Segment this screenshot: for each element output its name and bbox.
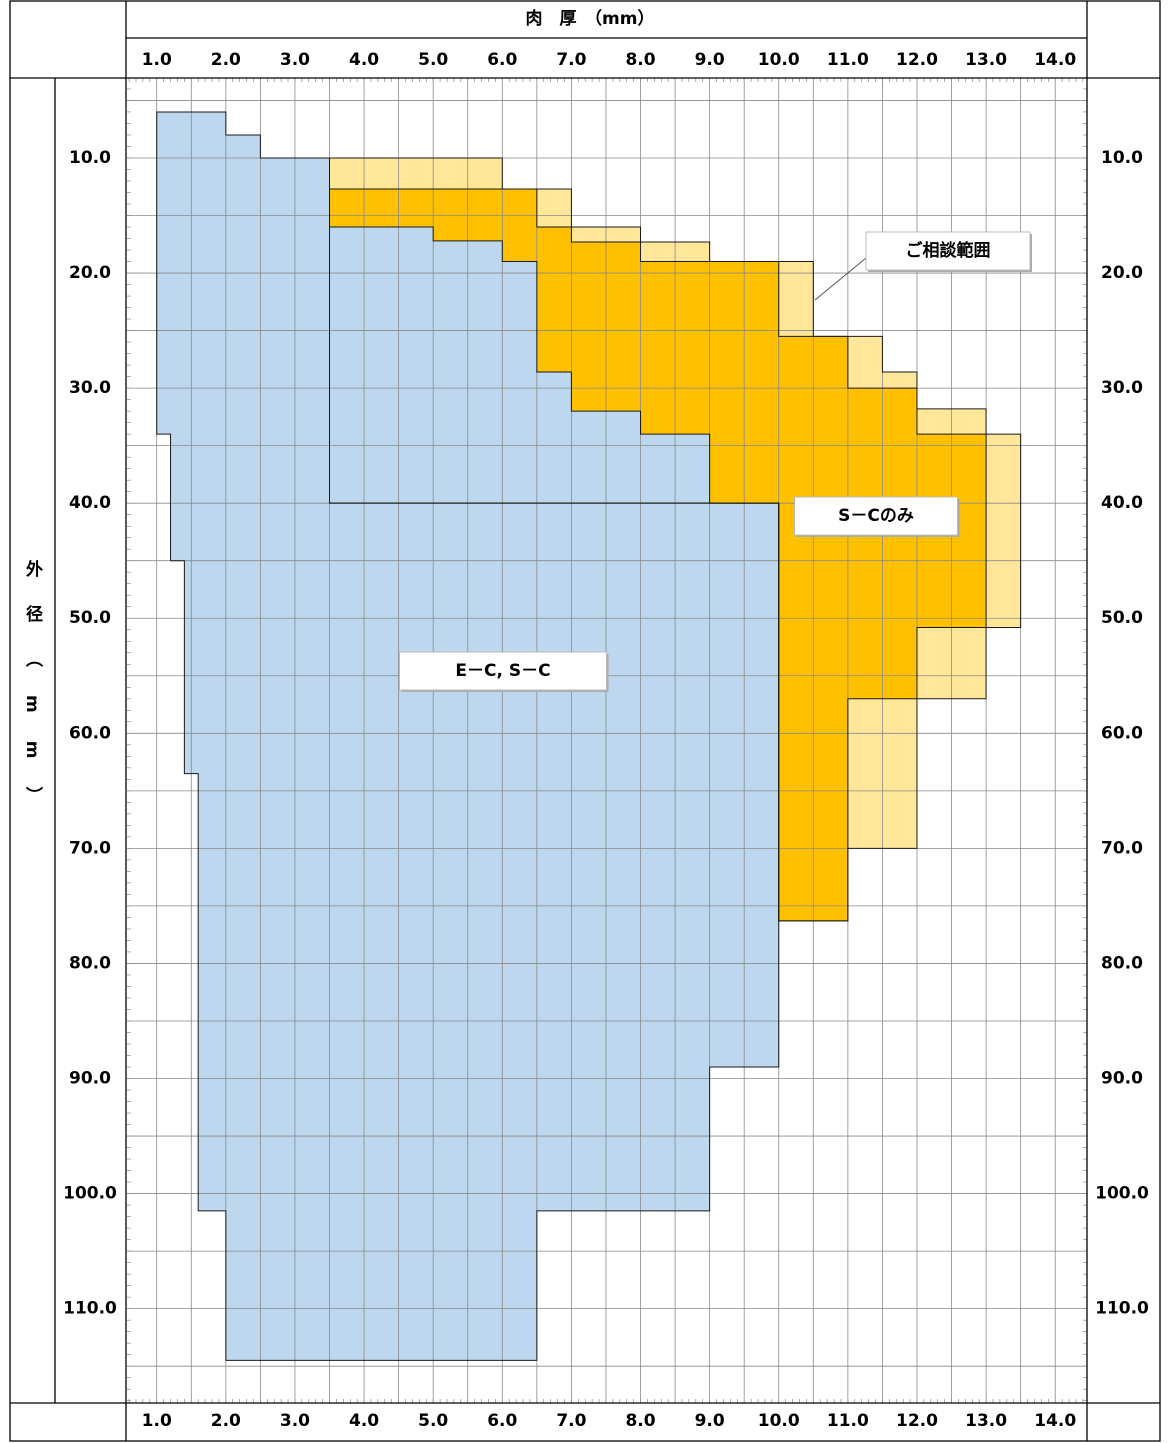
y-tick-label: 100.0: [63, 1184, 117, 1204]
y-tick-label: 60.0: [1101, 723, 1143, 743]
x-tick-label: 14.0: [1034, 50, 1076, 70]
x-tick-label: 8.0: [625, 50, 655, 70]
x-tick-label: 5.0: [418, 50, 448, 70]
y-tick-label: 40.0: [69, 493, 111, 513]
callout-line: [814, 257, 867, 301]
x-tick-label: 1.0: [142, 1411, 172, 1431]
y-tick-label: 30.0: [1101, 378, 1143, 398]
y-tick-label: 110.0: [63, 1299, 117, 1319]
x-tick-label: 7.0: [556, 1411, 586, 1431]
legend-label: S－Cのみ: [838, 506, 914, 526]
x-tick-label: 4.0: [349, 1411, 379, 1431]
x-tick-label: 10.0: [758, 1411, 800, 1431]
y-tick-label: 90.0: [69, 1069, 111, 1089]
label-box: [794, 496, 958, 536]
y-tick-label: 20.0: [69, 263, 111, 283]
x-tick-label: 6.0: [487, 1411, 517, 1431]
y-axis-title: 外径（mm）: [22, 560, 42, 832]
x-tick-label: 3.0: [280, 1411, 310, 1431]
x-tick-label: 11.0: [827, 50, 869, 70]
y-tick-label: 110.0: [1095, 1299, 1149, 1319]
x-tick-label: 13.0: [965, 50, 1007, 70]
y-tick-label: 20.0: [1101, 263, 1143, 283]
frame-border: [9, 0, 1161, 1442]
legend-label: ご相談範囲: [906, 240, 991, 261]
x-tick-label: 9.0: [695, 50, 725, 70]
label-box: [399, 651, 607, 691]
x-tick-label: 3.0: [280, 50, 310, 70]
outlines: [156, 111, 1022, 1361]
y-tick-label: 10.0: [69, 148, 111, 168]
y-tick-label: 100.0: [1095, 1184, 1149, 1204]
labels: 1.0 1.0 2.0 2.0 3.0 3.0 4.0 4.0 5.0 5.0 6.0 6.0 7.0 7…: [63, 50, 1149, 1431]
x-tick-label: 11.0: [827, 1411, 869, 1431]
y-tick-label: 90.0: [1101, 1069, 1143, 1089]
x-tick-label: 9.0: [695, 1411, 725, 1431]
x-tick-label: 12.0: [896, 50, 938, 70]
x-tick-label: 1.0: [142, 50, 172, 70]
label-box: [865, 231, 1031, 271]
x-tick-label: 2.0: [211, 50, 241, 70]
y-tick-label: 80.0: [69, 953, 111, 973]
y-tick-label: 30.0: [69, 378, 111, 398]
region-outline: [156, 111, 780, 1361]
x-tick-label: 5.0: [418, 1411, 448, 1431]
x-tick-label: 14.0: [1034, 1411, 1076, 1431]
x-tick-label: 7.0: [556, 50, 586, 70]
frame: [9, 0, 1161, 1442]
y-tick-label: 70.0: [1101, 838, 1143, 858]
x-tick-label: 2.0: [211, 1411, 241, 1431]
x-tick-label: 6.0: [487, 50, 517, 70]
y-tick-label: 50.0: [69, 608, 111, 628]
legend-label: E－C, S－C: [455, 661, 550, 681]
y-tick-label: 40.0: [1101, 493, 1143, 513]
x-tick-label: 10.0: [758, 50, 800, 70]
y-tick-label: 70.0: [69, 838, 111, 858]
x-tick-label: 13.0: [965, 1411, 1007, 1431]
x-tick-label: 4.0: [349, 50, 379, 70]
y-tick-label: 60.0: [69, 723, 111, 743]
regions: [156, 111, 1021, 1361]
y-tick-label: 80.0: [1101, 953, 1143, 973]
x-tick-label: 8.0: [625, 1411, 655, 1431]
x-tick-label: 12.0: [896, 1411, 938, 1431]
region-outline: [329, 188, 987, 922]
y-tick-label: 10.0: [1101, 148, 1143, 168]
x-axis-title: 肉 厚 （mm）: [526, 8, 655, 29]
y-tick-label: 50.0: [1101, 608, 1143, 628]
